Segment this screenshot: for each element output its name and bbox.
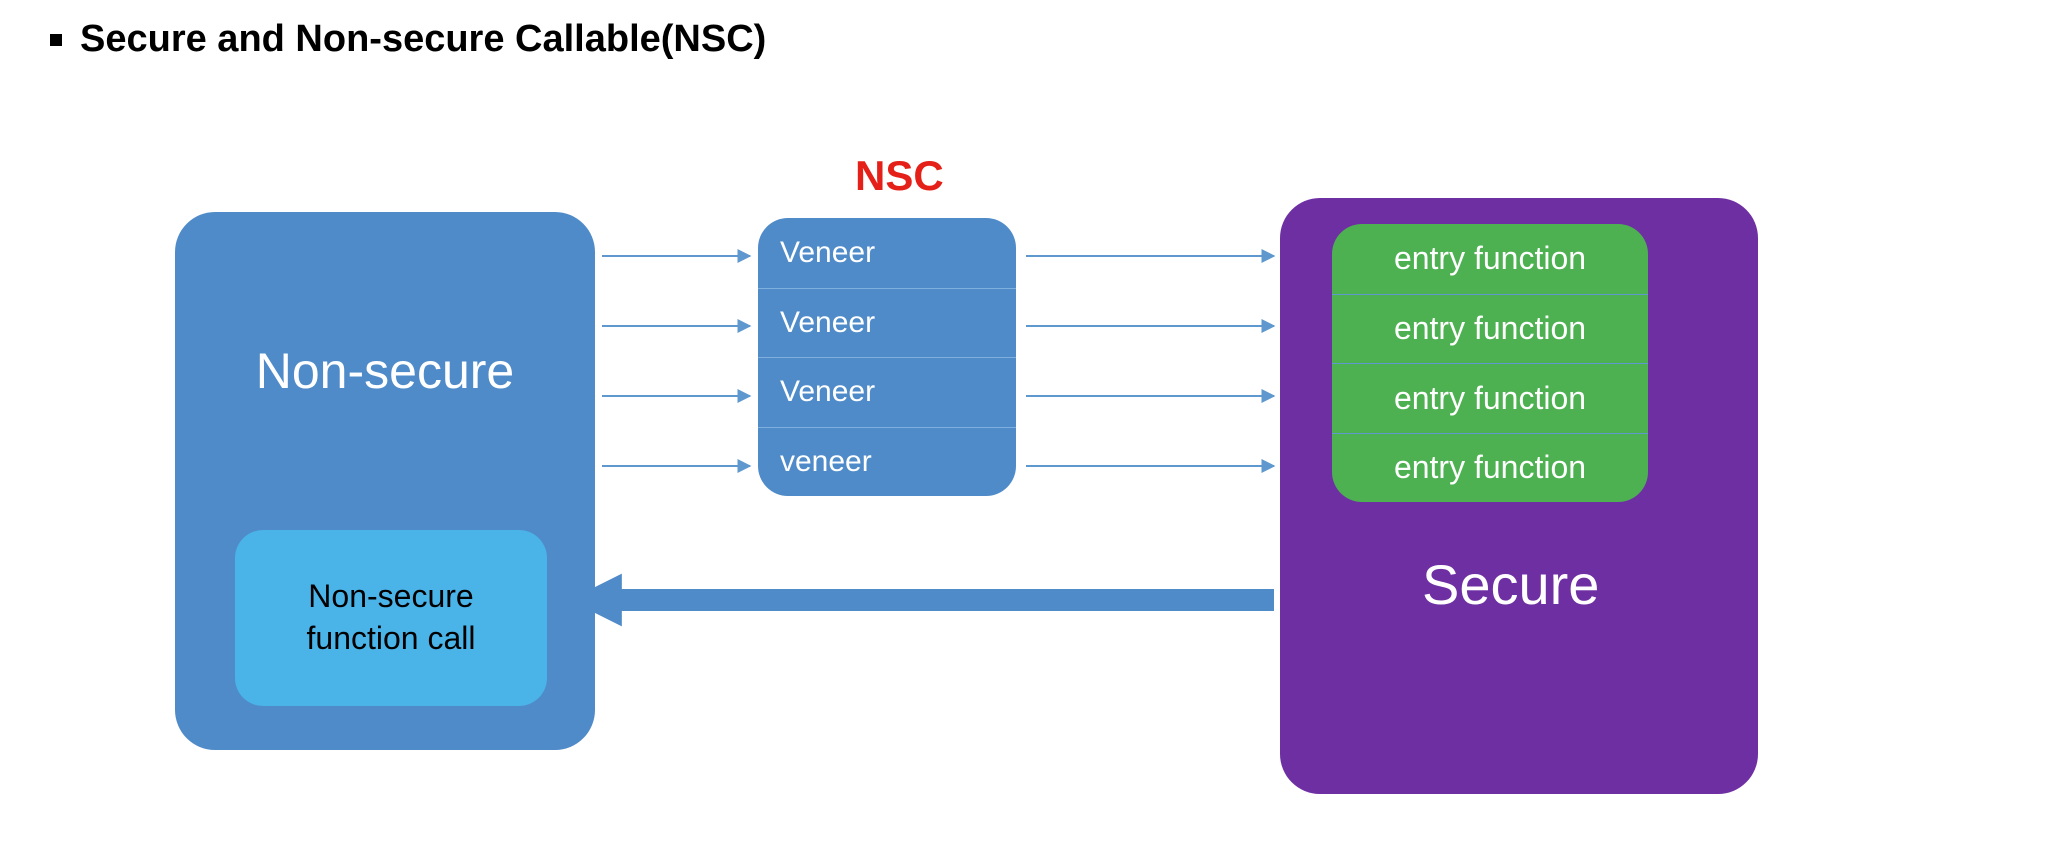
arrows-layer [0, 0, 2048, 858]
diagram-canvas: Non-secure Non-secure function call NSC … [0, 0, 2048, 858]
